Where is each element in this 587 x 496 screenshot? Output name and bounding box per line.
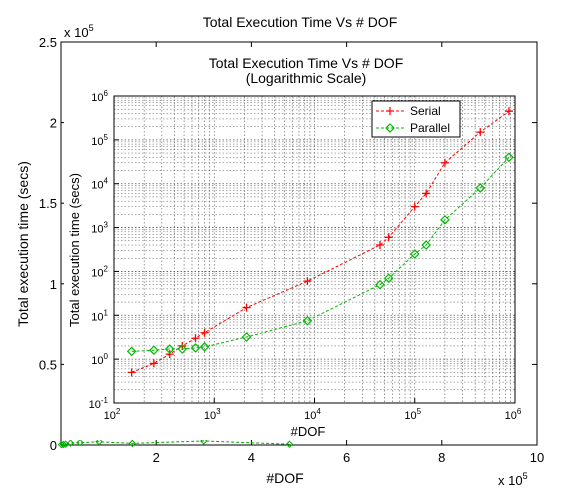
inset-data-point-serial [375, 241, 384, 250]
inset-x-tick-label: 102 [104, 407, 121, 422]
inset-data-point-parallel [302, 315, 313, 326]
outer-x-exponent: x 105 [498, 471, 528, 488]
legend-box [371, 100, 461, 138]
inset-data-point-serial [422, 189, 431, 198]
outer-y-tick-label: 2.5 [39, 35, 57, 50]
outer-y-tick-label: 1 [50, 277, 57, 292]
inset-y-tick-label: 100 [91, 352, 108, 367]
inset-x-axis-label: #DOF [291, 424, 326, 439]
inset-x-tick-label: 104 [304, 407, 321, 422]
legend-serial-label: Serial [410, 104, 441, 118]
outer-y-axis-label: Total execution time (secs) [15, 161, 31, 327]
outer-y-tick-label: 0 [50, 438, 57, 453]
outer-x-tick-label: 6 [343, 450, 350, 465]
outer-x-tick-label: 4 [248, 450, 255, 465]
outer-data-point [59, 440, 68, 449]
inset-y-tick-label: 103 [91, 221, 108, 236]
outer-data-point [128, 439, 137, 448]
outer-y-tick-label: 0.5 [39, 357, 57, 372]
legend-parallel-label: Parallel [410, 121, 450, 135]
inset-data-point-serial [440, 158, 449, 167]
inset-series-line-serial [131, 110, 510, 373]
outer-y-tick-label: 1.5 [39, 196, 57, 211]
inset-y-tick-label: 104 [91, 177, 108, 192]
inset-title: Total Execution Time Vs # DOF [209, 55, 404, 71]
inset-y-tick-label: 102 [91, 264, 108, 279]
inset-data-point-serial [200, 328, 209, 337]
inset-subtitle: (Logarithmic Scale) [246, 70, 367, 86]
outer-data-point [285, 440, 294, 448]
outer-x-axis-label: #DOF [266, 470, 303, 486]
inset-data-point-parallel [440, 215, 450, 225]
legend-parallel-marker [385, 123, 395, 133]
inset-data-point-parallel [164, 344, 175, 354]
legend: Serial Parallel [371, 100, 461, 138]
inset-series [126, 107, 514, 377]
inset-y-tick-label: 106 [91, 89, 108, 104]
inset-data-point-parallel [241, 332, 252, 342]
outer-data-point [76, 438, 84, 447]
inset-data-point-serial [127, 368, 136, 377]
legend-serial-marker [386, 107, 394, 115]
inset-x-tick-label: 103 [204, 407, 221, 422]
outer-x-tick-label: 8 [438, 450, 445, 465]
outer-y-tick-label: 2 [50, 116, 57, 131]
inset-y-tick-label: 105 [91, 133, 108, 148]
inset-data-point-serial [242, 303, 251, 312]
inset-data-point-parallel [475, 183, 486, 193]
inset-data-point-parallel [421, 240, 432, 250]
inset-data-point-serial [149, 359, 158, 368]
inset-data-point-parallel [149, 345, 159, 356]
inset-data-point-serial [384, 233, 393, 242]
outer-data-point [66, 439, 75, 447]
inset-y-axis-label: Total execution time (secs) [67, 173, 82, 327]
inset-x-tick-label: 105 [404, 407, 421, 422]
inset-y-tick-label: 10-1 [89, 396, 109, 411]
inset-data-point-parallel [504, 152, 514, 163]
inset-data-point-serial [476, 128, 485, 137]
log-chart: Total Execution Time Vs # DOF (Logarithm… [64, 50, 528, 440]
inset-data-point-serial [303, 277, 312, 286]
outer-title: Total Execution Time Vs # DOF [203, 14, 398, 30]
inset-data-point-parallel [375, 279, 385, 290]
inset-data-point-parallel [383, 273, 394, 284]
outer-x-tick-label: 2 [153, 450, 160, 465]
inset-data-point-parallel [177, 344, 188, 354]
inset-data-point-serial [165, 350, 174, 359]
inset-x-tick-label: 106 [505, 407, 522, 422]
inset-data-point-parallel [199, 342, 210, 352]
outer-x-tick-label: 10 [530, 450, 544, 465]
inset-y-tick-label: 101 [91, 308, 108, 323]
inset-data-point-parallel [409, 249, 420, 259]
inset-data-point-serial [191, 334, 200, 343]
inset-ticks: 102 103 104 105 106 10-1 100 101 102 103 104 105 106 [89, 89, 522, 422]
inset-data-point-parallel [190, 343, 201, 353]
outer-data-point [95, 438, 103, 446]
inset-data-point-serial [504, 107, 513, 116]
inset-data-point-serial [410, 202, 419, 211]
inset-data-point-parallel [126, 346, 137, 357]
outer-y-exponent: x 105 [64, 23, 94, 40]
